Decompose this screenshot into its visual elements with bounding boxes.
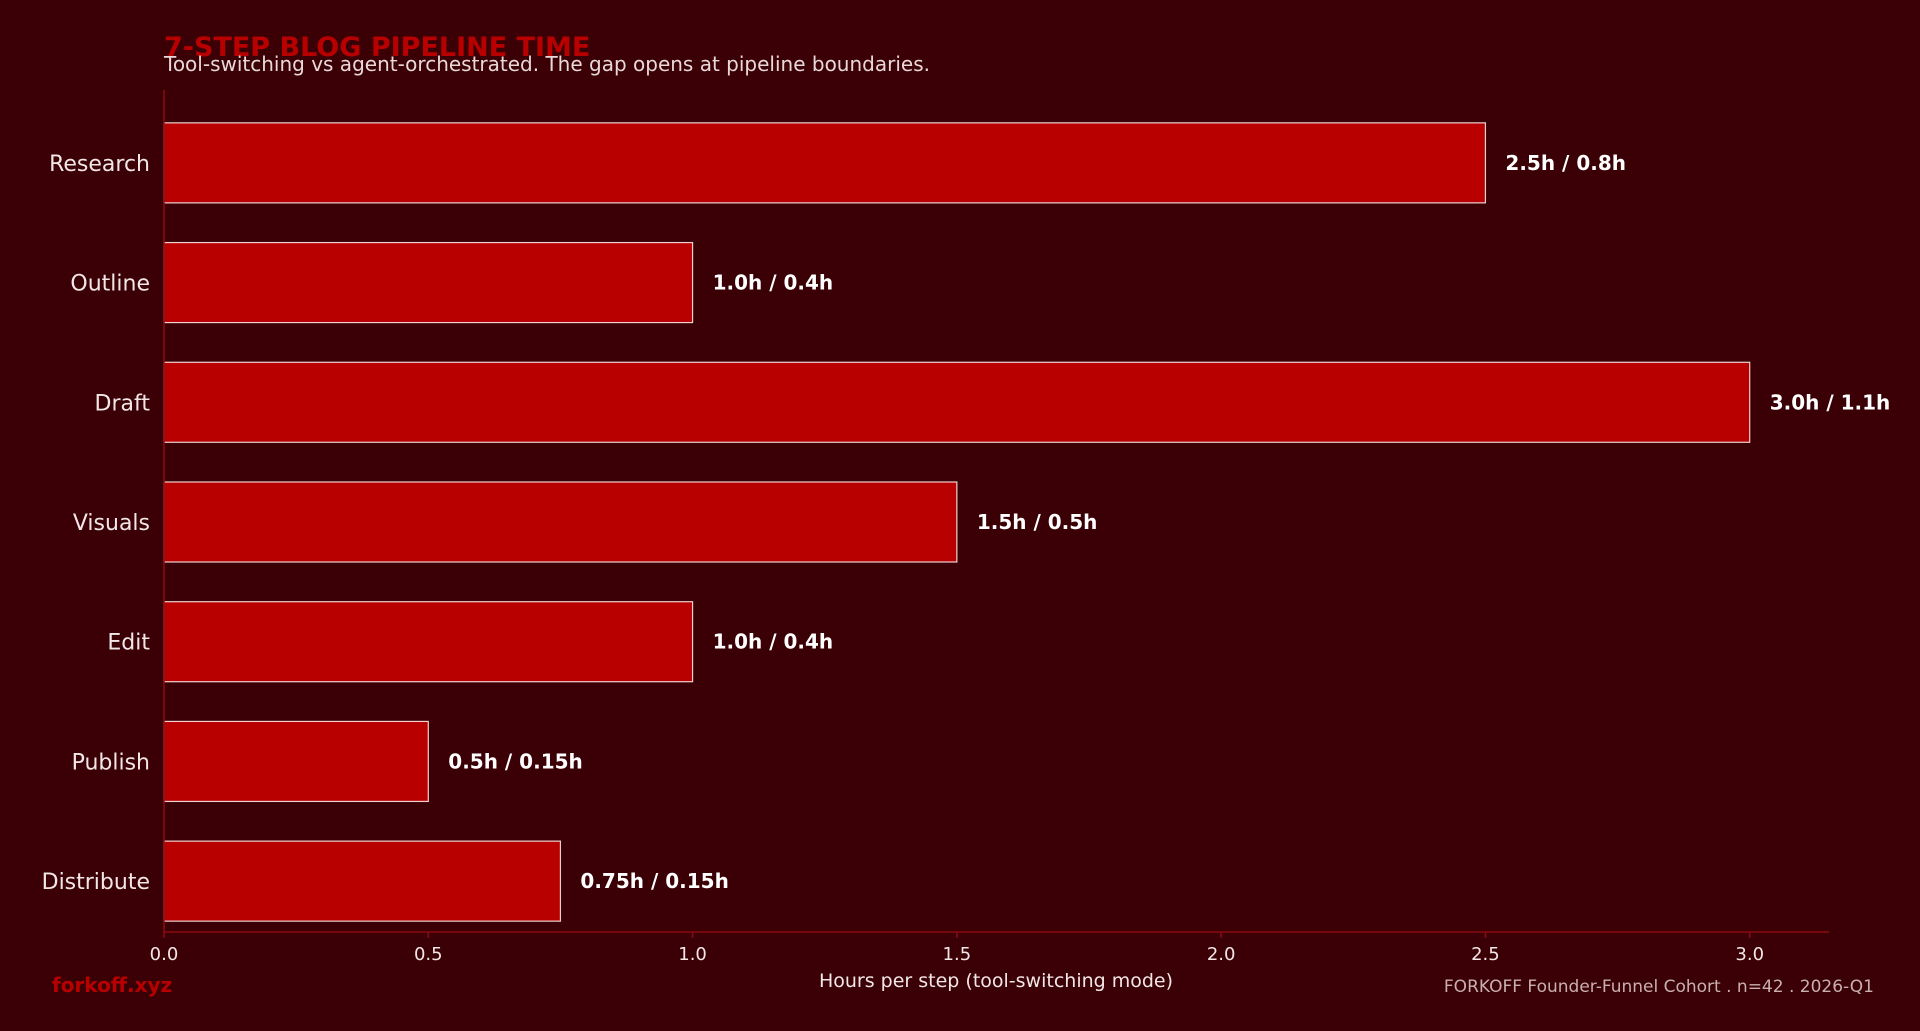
x-tick-label: 1.0 [678,944,707,965]
bar-draft [163,361,1751,443]
x-tick-label: 2.0 [1207,944,1236,965]
category-label-visuals: Visuals [73,511,150,536]
category-label-edit: Edit [107,631,150,656]
bars-layer: Research 2.5h / 0.8h Outline 1.0h / 0.4h Dra… [42,122,1891,922]
bar-edit [163,601,694,683]
x-axis-label: Hours per step (tool-switching mode) [819,970,1173,992]
bar-outline [163,241,694,324]
category-label-publish: Publish [72,750,150,775]
data-label-publish: 0.5h / 0.15h [448,749,582,773]
category-label-distribute: Distribute [42,870,150,895]
chart-subtitle: Tool-switching vs agent-orchestrated. Th… [163,52,930,76]
data-label-research: 2.5h / 0.8h [1505,151,1626,175]
data-label-edit: 1.0h / 0.4h [713,630,834,654]
bar-distribute [163,840,562,922]
bar-research [163,122,1487,204]
bar-visuals [163,481,958,563]
source-note: FORKOFF Founder-Funnel Cohort . n=42 . 2… [1444,977,1874,997]
category-label-draft: Draft [95,391,151,416]
data-label-visuals: 1.5h / 0.5h [977,510,1098,534]
data-label-outline: 1.0h / 0.4h [713,271,834,295]
bar-publish [163,720,429,803]
x-tick-label: 1.5 [943,944,972,965]
axis-layer: 0.0 0.5 1.0 1.5 2.0 2.5 3.0 [150,90,1829,965]
x-tick-label: 0.0 [150,944,179,965]
x-tick-label: 3.0 [1735,944,1764,965]
category-label-outline: Outline [70,272,150,297]
x-tick-label: 2.5 [1471,944,1500,965]
x-tick-label: 0.5 [414,944,443,965]
chart-title: 7-STEP BLOG PIPELINE TIME [164,32,590,63]
data-label-draft: 3.0h / 1.1h [1770,390,1891,414]
category-label-research: Research [49,152,150,177]
brand-logo-text: forkoff.xyz [52,973,172,997]
data-label-distribute: 0.75h / 0.15h [580,869,728,893]
